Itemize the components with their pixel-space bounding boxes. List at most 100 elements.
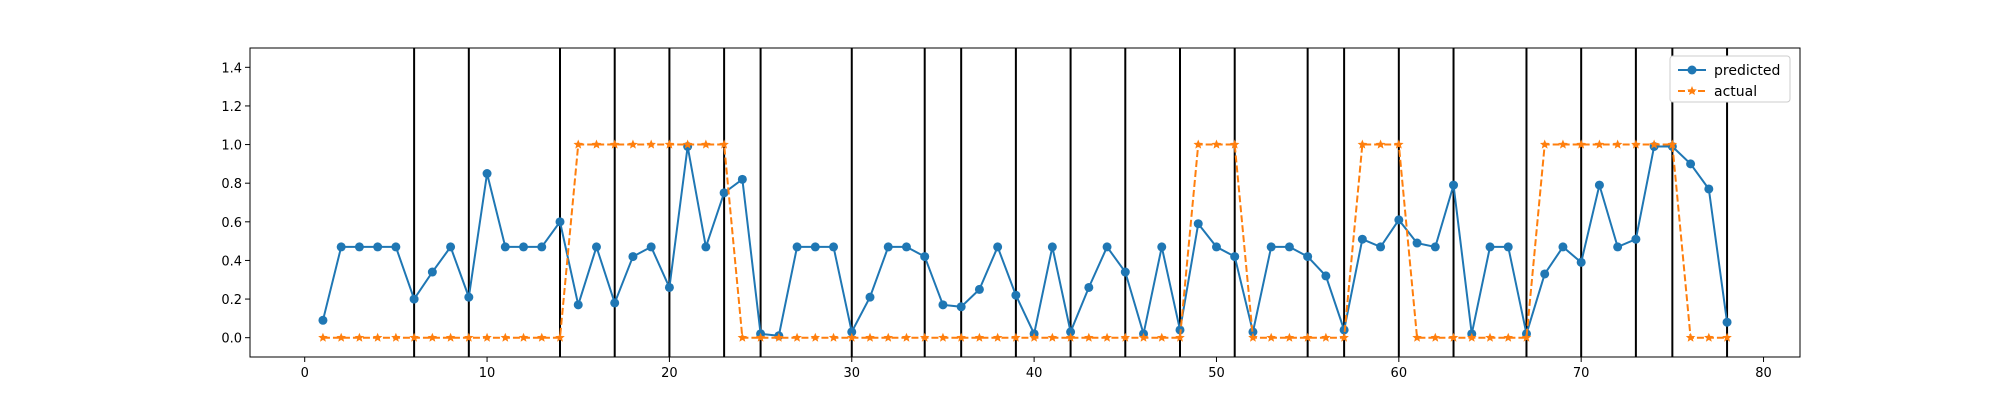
data-point-actual [445,332,456,342]
data-point-actual [1612,139,1623,149]
data-point-actual [427,332,438,342]
data-point-predicted [373,242,383,252]
data-point-predicted [1430,242,1440,252]
y-tick-label: 0.8 [221,177,242,192]
data-point-predicted [1248,327,1258,337]
data-point-actual [1485,332,1495,342]
data-point-actual [1102,332,1112,342]
data-point-predicted [1594,180,1604,190]
legend-marker-predicted [1687,65,1697,75]
data-point-predicted [1284,242,1294,252]
series-line-predicted [321,145,1729,337]
data-point-actual [1704,332,1714,342]
data-point-actual [1193,139,1203,149]
data-point-actual [1229,139,1240,149]
data-point-actual [1539,139,1550,149]
data-point-predicted [1540,269,1550,279]
data-point-actual [1084,332,1094,342]
y-tick-label: 1.0 [221,139,242,154]
data-point-actual [810,332,821,342]
data-point-actual [1722,332,1732,342]
data-point-predicted [1157,242,1167,252]
y-axis: 0.0 0.2 0.4 0.6 0.8 1.0 1.2 1.4 [221,61,250,347]
series-predicted [318,141,1732,341]
data-point-predicted [1722,317,1732,327]
data-point-predicted [409,294,419,304]
x-tick-label: 10 [479,366,496,381]
data-point-actual [792,332,802,342]
data-point-actual [1011,332,1021,342]
x-tick-label: 30 [843,366,860,381]
x-axis: 0 10 20 30 40 50 60 70 80 [301,357,1772,381]
data-point-actual [500,332,511,342]
data-point-predicted [318,315,328,325]
data-point-predicted [1011,290,1021,300]
x-tick-label: 60 [1391,366,1408,381]
data-point-actual [956,332,966,342]
data-point-actual [1594,139,1605,149]
data-point-actual [682,139,693,149]
data-point-predicted [1102,242,1112,252]
data-point-actual [409,332,419,342]
data-point-predicted [865,292,875,302]
data-point-predicted [938,300,948,310]
data-point-predicted [719,188,729,198]
data-point-actual [992,332,1003,342]
data-point-actual [664,139,675,149]
data-point-actual [1558,139,1568,149]
data-point-actual [537,332,547,342]
data-point-predicted [500,242,510,252]
data-point-predicted [974,284,984,294]
data-point-actual [1430,332,1441,342]
data-point-actual [1266,332,1276,342]
data-point-actual [1047,332,1058,342]
data-point-predicted [847,327,857,337]
data-point-actual [1157,332,1167,342]
legend-label-predicted: predicted [1714,63,1780,79]
data-point-predicted [1193,219,1203,229]
data-point-predicted [829,242,839,252]
data-point-actual [1503,332,1513,342]
y-tick-label: 0.4 [221,254,242,269]
data-point-actual [372,332,383,342]
data-point-actual [828,332,839,342]
data-point-predicted [1576,257,1586,267]
data-point-actual [865,332,875,342]
vertical-lines [413,48,1729,357]
data-point-actual [883,332,893,342]
data-point-predicted [1631,234,1641,244]
data-point-predicted [737,174,747,184]
data-point-predicted [427,267,437,277]
data-point-predicted [1084,282,1094,292]
data-point-actual [847,332,857,342]
data-point-predicted [956,302,966,312]
data-point-actual [518,332,529,342]
data-point-predicted [628,252,638,262]
data-point-predicted [1449,180,1459,190]
data-point-actual [591,139,602,149]
data-point-actual [719,139,729,149]
data-point-actual [482,332,492,342]
data-point-predicted [464,292,474,302]
x-tick-label: 40 [1026,366,1043,381]
data-point-predicted [1558,242,1568,252]
data-point-actual [1339,332,1349,342]
data-point-predicted [664,282,674,292]
data-point-actual [464,332,474,342]
y-tick-label: 1.4 [221,61,242,76]
data-point-predicted [519,242,529,252]
data-point-predicted [573,300,583,310]
data-point-predicted [883,242,893,252]
legend-label-actual: actual [1714,84,1757,100]
data-point-predicted [336,242,346,252]
series-actual [318,139,1732,342]
data-point-actual [1175,332,1185,342]
data-point-predicted [1321,271,1331,281]
data-point-predicted [1303,252,1313,262]
data-point-actual [1412,332,1422,342]
series-line-actual [322,143,1728,339]
data-point-actual [919,332,930,342]
data-point-predicted [1613,242,1623,252]
data-point-actual [1065,332,1076,342]
data-point-actual [1576,139,1586,149]
